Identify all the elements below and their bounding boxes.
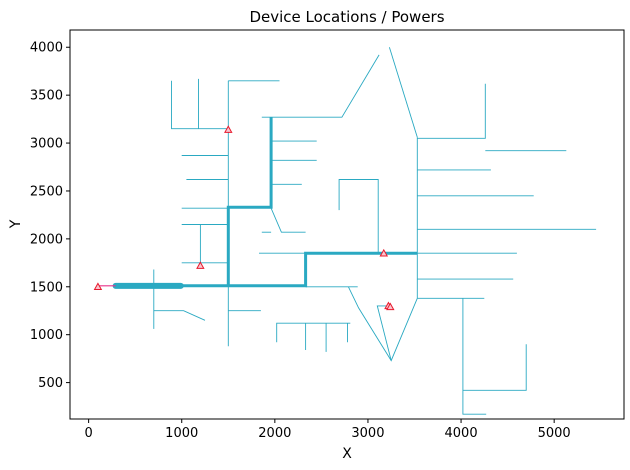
network-segment (270, 117, 306, 233)
network-segment (388, 47, 418, 138)
y-tick-label: 4000 (30, 41, 63, 56)
x-tick-label: 1000 (165, 426, 198, 441)
device-marker (224, 125, 233, 133)
y-tick-label: 1500 (30, 280, 63, 295)
x-axis-title: X (342, 446, 352, 462)
y-axis-title: Y (8, 219, 24, 229)
x-tick-label: 5000 (538, 426, 571, 441)
y-axis: 500 1000 1500 2000 2500 3000 3500 4000 (30, 41, 70, 391)
device-marker (386, 302, 395, 311)
network-segment (417, 83, 486, 139)
device-layer (93, 125, 395, 311)
network-segment (153, 310, 206, 321)
network-segment (171, 80, 229, 130)
device-marker (379, 248, 389, 257)
y-tick-label: 3500 (30, 89, 63, 104)
trunk-segment (226, 117, 273, 286)
chart-title: Device Locations / Powers (249, 8, 444, 26)
x-tick-label: 0 (84, 426, 92, 441)
network-segment (347, 286, 418, 362)
network-segment (376, 305, 392, 361)
y-tick-label: 2000 (30, 232, 63, 247)
y-tick-label: 3000 (30, 137, 63, 152)
y-tick-label: 2500 (30, 184, 63, 199)
x-tick-label: 3000 (351, 426, 384, 441)
x-tick-label: 2000 (258, 426, 291, 441)
device-marker (196, 261, 205, 269)
x-tick-label: 4000 (445, 426, 478, 441)
network-segment (338, 179, 379, 254)
y-tick-label: 1000 (30, 328, 63, 343)
network-layer (112, 47, 597, 415)
network-segment (261, 54, 380, 118)
trunk-segment (115, 251, 418, 288)
network-segment (462, 298, 487, 415)
network-segment (276, 322, 351, 343)
network-segment (462, 344, 527, 391)
plot-frame (69, 29, 625, 420)
x-axis: 0 1000 2000 3000 4000 5000 (84, 419, 571, 441)
device-marker (93, 282, 103, 290)
y-tick-label: 500 (38, 376, 63, 391)
